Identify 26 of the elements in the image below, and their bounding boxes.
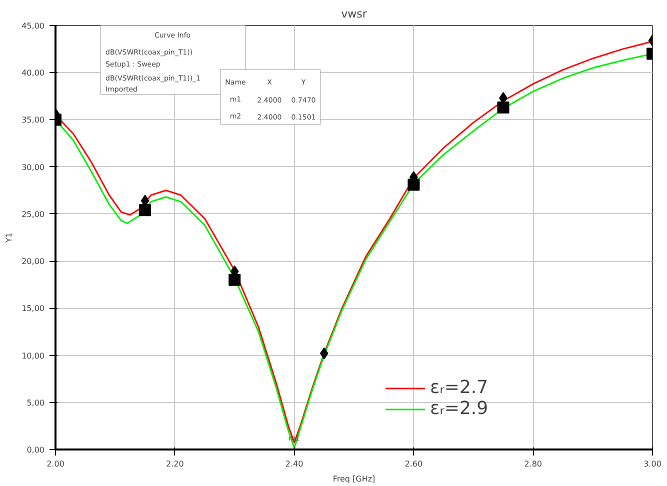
- legend-label: εᵣ=2.7: [430, 377, 488, 398]
- y-tick-label: 15,00: [22, 304, 45, 314]
- x-tick-label: 2.40: [285, 460, 304, 468]
- chart-title: vwsr: [341, 8, 368, 20]
- point: [320, 347, 328, 360]
- x-tick-label: 3.00: [644, 460, 662, 468]
- x-axis-title: Freq [GHz]: [332, 474, 376, 484]
- y-tick-label: 40,00: [22, 68, 45, 78]
- y-tick-label: 0,00: [26, 446, 44, 454]
- point: [228, 274, 241, 286]
- x-tick-label: 2.60: [404, 460, 423, 468]
- y-tick-label: 25,00: [22, 210, 45, 219]
- point: [408, 178, 420, 191]
- y-tick-label: 5,00: [26, 398, 44, 408]
- y-tick-label: 35,00: [22, 116, 45, 125]
- y-axis-title: Y1: [4, 232, 14, 244]
- x-tick-label: 2.20: [166, 460, 184, 468]
- legend-label: εᵣ=2.9: [430, 398, 488, 419]
- y-tick-label: 20,00: [22, 257, 45, 266]
- y-tick-label: 10,00: [22, 351, 45, 360]
- x-tick-label: 2.80: [524, 460, 542, 468]
- y-tick-label: 45,00: [22, 22, 45, 30]
- point: [139, 204, 152, 216]
- point: [497, 101, 510, 114]
- y-tick-label: 30,00: [22, 162, 45, 172]
- x-tick-label: 2.00: [46, 460, 64, 468]
